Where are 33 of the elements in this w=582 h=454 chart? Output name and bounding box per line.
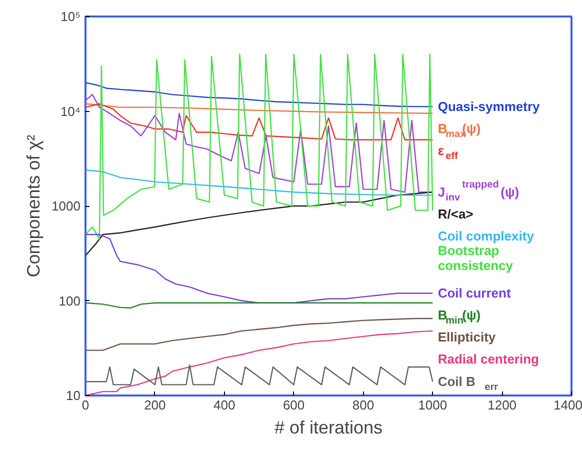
x-tick-label: 0 [82, 398, 90, 412]
y-tick-label: 10 [66, 388, 81, 403]
series-label: Quasi-symmetry [438, 99, 540, 114]
text: Bootstrap consistency [438, 243, 514, 274]
line-series [86, 234, 434, 304]
line-series [86, 82, 434, 108]
x-tick-label: 1400 [554, 398, 582, 412]
series-label: Coil current [438, 286, 512, 301]
series-label: Ellipticity [438, 330, 496, 345]
x-tick-label: 400 [214, 398, 236, 412]
x-tick-label: 1000 [418, 398, 448, 412]
line-series [86, 318, 434, 351]
x-tick-label: 1200 [488, 398, 517, 412]
y-tick-label: 10⁵ [60, 9, 81, 24]
line-series [86, 103, 434, 140]
series-label: R/<a> [438, 206, 474, 222]
line-series [86, 94, 434, 193]
y-tick-label: 10⁴ [60, 104, 80, 119]
x-tick-label: 800 [352, 398, 374, 412]
line-series [86, 169, 434, 196]
line-series [86, 103, 434, 114]
y-axis-title: Components of χ² [24, 134, 44, 278]
line-series [86, 330, 434, 396]
line-series [86, 54, 434, 240]
x-tick-label: 600 [282, 398, 305, 412]
y-tick-label: 100 [58, 293, 81, 308]
x-axis-title: # of iterations [274, 418, 383, 438]
series-label: Radial centering [438, 352, 540, 367]
text: Coil complexity [438, 228, 535, 244]
y-tick-label: 1000 [52, 198, 80, 214]
x-tick-label: 200 [144, 398, 166, 412]
line-series [86, 192, 434, 256]
line-series [86, 364, 434, 386]
